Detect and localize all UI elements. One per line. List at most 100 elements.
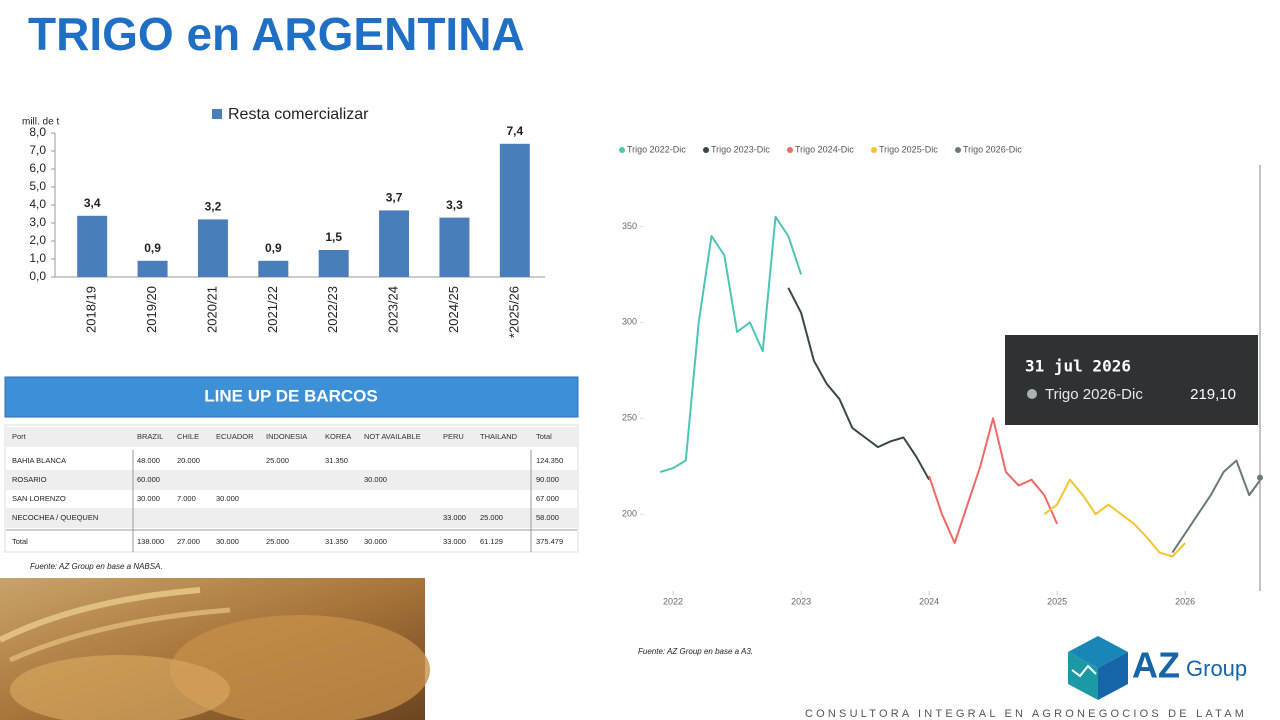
table-cell: 33.000 (443, 513, 466, 522)
row-stripe (6, 470, 577, 490)
table-header: NOT AVAILABLE (364, 432, 421, 441)
page-title: TRIGO en ARGENTINA (28, 8, 525, 60)
table-header: BRAZIL (137, 432, 163, 441)
table-cell: 67.000 (536, 494, 559, 503)
value-label: 1,5 (325, 230, 342, 244)
logo-word: Group (1186, 656, 1247, 681)
bar (77, 215, 108, 277)
wheat-photo (0, 578, 430, 720)
table-cell: 31.350 (325, 456, 348, 465)
value-label: 7,4 (506, 124, 523, 138)
bar (499, 143, 530, 277)
table-cell: 30.000 (364, 475, 387, 484)
tooltip-series: Trigo 2026-Dic (1045, 386, 1143, 403)
legend-marker (787, 147, 793, 153)
y-tick-label: 7,0 (29, 143, 46, 157)
legend-marker (871, 147, 877, 153)
y-tick-label: 200 (622, 509, 637, 519)
table-cell: 58.000 (536, 513, 559, 522)
tooltip-dot (1027, 389, 1037, 399)
table-cell: NECOCHEA / QUEQUEN (12, 513, 98, 522)
x-tick-label: 2022/23 (325, 286, 340, 333)
table-cell: 61.129 (480, 537, 503, 546)
value-label: 0,9 (265, 241, 282, 255)
y-tick-label: 8,0 (29, 125, 46, 139)
table-header: Total (536, 432, 552, 441)
y-tick-label: 2,0 (29, 233, 46, 247)
bar (379, 210, 410, 277)
x-tick-label: 2023/24 (386, 286, 401, 333)
legend-swatch (212, 109, 222, 119)
x-tick-label: 2024/25 (446, 286, 461, 333)
line (1171, 459, 1263, 554)
table-cell: 60.000 (137, 475, 160, 484)
bar (258, 260, 289, 277)
table-banner (4, 376, 579, 418)
tooltip-value: 219,10 (1190, 386, 1236, 403)
table-cell: 30.000 (216, 537, 239, 546)
legend-label: Trigo 2022-Dic (627, 144, 686, 154)
table-cell: 138.000 (137, 537, 164, 546)
tooltip (1005, 335, 1258, 425)
x-tick-label: 2021/22 (265, 286, 280, 333)
table-cell: ROSARIO (12, 475, 47, 484)
legend-label: Trigo 2023-Dic (711, 144, 770, 154)
table-cell: Total (12, 537, 28, 546)
table-cell: 33.000 (443, 537, 466, 546)
legend-label: Trigo 2026-Dic (963, 144, 1022, 154)
legend-label: Resta comercializar (228, 106, 369, 123)
x-tick-label: 2018/19 (84, 286, 99, 333)
y-tick-label: 350 (622, 221, 637, 231)
line (659, 215, 803, 473)
y-tick-label: 6,0 (29, 161, 46, 175)
table-cell: 30.000 (137, 494, 160, 503)
x-tick-label: 2020/21 (204, 286, 219, 333)
chart-source: Fuente: AZ Group en base a A3. (638, 647, 753, 656)
x-tick-label: *2025/26 (506, 286, 521, 338)
tooltip-date: 31 jul 2026 (1025, 357, 1131, 376)
y-tick-label: 5,0 (29, 179, 46, 193)
table-header: Port (12, 432, 27, 441)
logo (1068, 636, 1128, 700)
row-stripe (6, 427, 577, 447)
table-cell: 124.350 (536, 456, 563, 465)
line (1043, 478, 1186, 558)
y-tick-label: 4,0 (29, 197, 46, 211)
x-tick-label: 2022 (663, 596, 683, 606)
legend-marker (955, 147, 961, 153)
table-header: INDONESIA (266, 432, 307, 441)
value-label: 3,3 (446, 198, 463, 212)
table-cell: 90.000 (536, 475, 559, 484)
y-tick-label: 300 (622, 317, 637, 327)
table-cell: SAN LORENZO (12, 494, 66, 503)
bar (439, 217, 470, 277)
x-tick-label: 2026 (1175, 596, 1195, 606)
y-tick-label: 250 (622, 413, 637, 423)
table-header: ECUADOR (216, 432, 254, 441)
table-cell: 30.000 (364, 537, 387, 546)
hover-dot (1257, 474, 1263, 481)
logo-tagline: CONSULTORA INTEGRAL EN AGRONEGOCIOS DE L… (805, 708, 1247, 720)
table-title: LINE UP DE BARCOS (204, 386, 378, 405)
table-header: PERU (443, 432, 464, 441)
table-cell: 25.000 (266, 456, 289, 465)
table-cell: 20.000 (177, 456, 200, 465)
line (928, 417, 1059, 544)
table-cell: 27.000 (177, 537, 200, 546)
table-header: CHILE (177, 432, 199, 441)
x-tick-label: 2023 (791, 596, 811, 606)
row-stripe (6, 508, 577, 528)
legend-marker (619, 147, 625, 153)
legend-label: Trigo 2025-Dic (879, 144, 938, 154)
y-axis-label: mill. de t (22, 117, 59, 128)
y-tick-label: 0,0 (29, 269, 46, 283)
table-cell: 375.479 (536, 537, 563, 546)
table-cell: 31.350 (325, 537, 348, 546)
table-source: Fuente: AZ Group en base a NABSA. (30, 562, 163, 571)
value-label: 3,2 (205, 200, 222, 214)
value-label: 3,4 (84, 196, 101, 210)
table-cell: 48.000 (137, 456, 160, 465)
legend-marker (703, 147, 709, 153)
legend-label: Trigo 2024-Dic (795, 144, 854, 154)
